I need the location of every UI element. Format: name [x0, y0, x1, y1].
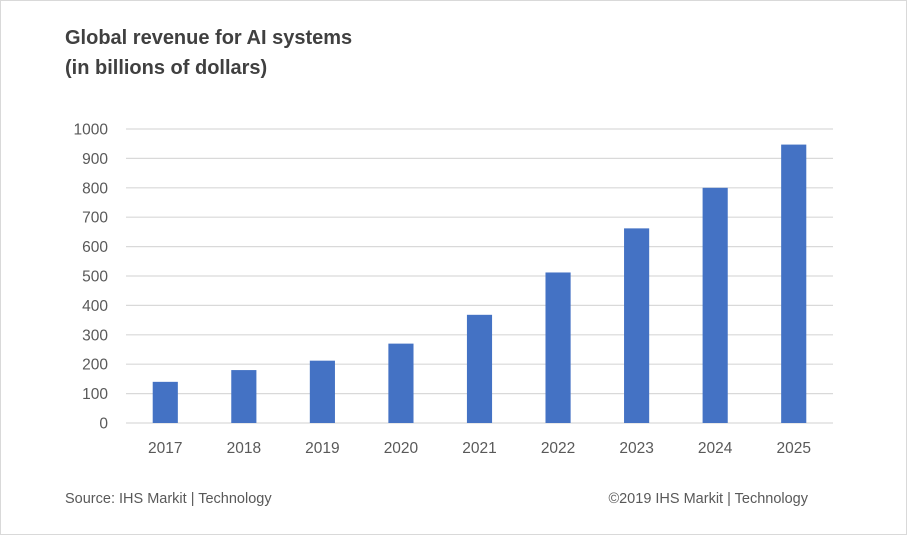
bar-2025 — [781, 144, 807, 423]
y-tick-label: 900 — [82, 151, 108, 168]
x-tick-label: 2017 — [148, 440, 182, 457]
y-tick-label: 600 — [82, 239, 108, 256]
bar-2022 — [545, 272, 571, 423]
chart-title-line2: (in billions of dollars) — [65, 57, 268, 79]
y-tick-label: 100 — [82, 386, 108, 403]
bar-2019 — [309, 360, 335, 423]
x-tick-label: 2024 — [698, 440, 733, 457]
x-tick-label: 2022 — [541, 440, 575, 457]
x-tick-label: 2023 — [619, 440, 653, 457]
y-tick-label: 1000 — [74, 122, 109, 139]
y-tick-label: 400 — [82, 298, 108, 315]
chart-title: Global revenue for AI systems (in billio… — [65, 23, 352, 83]
bar-2018 — [231, 370, 257, 423]
y-tick-label: 200 — [82, 357, 108, 374]
bar-2024 — [702, 187, 728, 423]
x-tick-label: 2019 — [305, 440, 339, 457]
bar-2021 — [466, 314, 493, 423]
bar-2020 — [388, 343, 414, 423]
source-note: Source: IHS Markit | Technology — [65, 491, 272, 507]
copyright-note: ©2019 IHS Markit | Technology — [608, 491, 808, 507]
y-tick-label: 800 — [82, 180, 108, 197]
x-tick-label: 2025 — [776, 440, 810, 457]
x-tick-label: 2018 — [227, 440, 261, 457]
chart-title-line1: Global revenue for AI systems — [65, 27, 353, 49]
y-tick-label: 700 — [82, 210, 108, 227]
x-tick-label: 2020 — [384, 440, 419, 457]
bar-2023 — [624, 228, 650, 423]
y-tick-label: 500 — [82, 269, 108, 286]
bar-2017 — [152, 381, 178, 423]
x-tick-label: 2021 — [462, 440, 496, 457]
y-tick-label: 0 — [99, 416, 108, 433]
y-tick-label: 300 — [82, 327, 108, 344]
